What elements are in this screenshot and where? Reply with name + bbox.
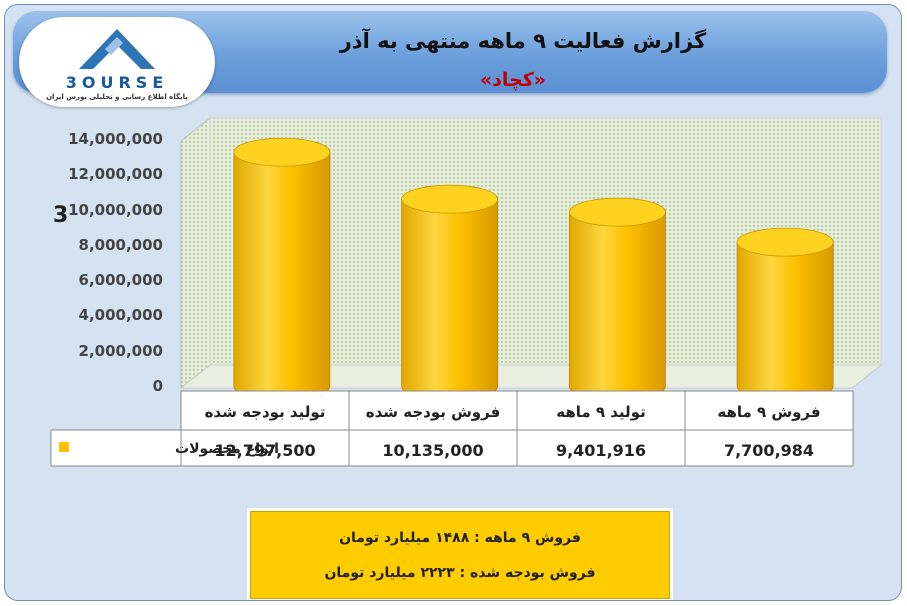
legend-label: انواع محصولات: [175, 441, 279, 457]
data-value-label: 9,401,916: [556, 441, 646, 460]
chart-frame: گزارش فعالیت ۹ ماهه منتهی به آذر «کچاد» …: [4, 4, 902, 601]
bar-top: [736, 227, 834, 257]
category-label: فروش ۹ ماهه: [717, 403, 820, 421]
summary-sales-9-month: فروش ۹ ماهه : ۱۴۸۸ میلیارد تومان: [339, 530, 581, 546]
logo-word: 3OURSE: [65, 73, 169, 92]
data-value-label: 10,135,000: [382, 441, 483, 460]
legend-swatch: [59, 442, 69, 452]
bar-cylinder: [568, 211, 666, 401]
logo-subtitle: پایگاه اطلاع رسانی و تحلیلی بورس ایران: [46, 93, 188, 101]
data-value-label: 7,700,984: [724, 441, 814, 460]
data-value-label: 12,797,500: [214, 441, 315, 460]
summary-sales-budget: فروش بودجه شده : ۲۲۲۳ میلیارد تومان: [324, 565, 596, 581]
category-label: فروش بودجه شده: [366, 403, 501, 421]
category-label: تولید بودجه شده: [205, 403, 326, 421]
company-name: «کچاد»: [479, 69, 547, 91]
bourse-logo-mark: [79, 29, 155, 69]
y-tick-label: 2,000,000: [78, 341, 163, 360]
side-wall: [180, 117, 211, 389]
y-tick-label: 0: [152, 377, 163, 395]
y-tick-label: 6,000,000: [78, 271, 163, 290]
y-tick-label: 8,000,000: [78, 235, 163, 254]
bar-top: [401, 184, 499, 214]
category-label: تولید ۹ ماهه: [556, 403, 645, 421]
summary-box: فروش ۹ ماهه : ۱۴۸۸ میلیارد تومان فروش بو…: [250, 511, 670, 599]
axis-side-glyph: 3: [53, 203, 69, 228]
y-tick-label: 12,000,000: [68, 165, 163, 184]
bar-top: [233, 137, 331, 167]
bar-chart: تولید بودجه شده 12,797,500 فروش بودجه شده 1…: [50, 117, 883, 467]
bar-cylinder: [401, 198, 499, 401]
bar-top: [568, 197, 666, 227]
y-tick-label: 14,000,000: [68, 130, 163, 148]
bar-cylinder: [233, 151, 331, 401]
bourse-logo: 3OURSE پایگاه اطلاع رسانی و تحلیلی بورس …: [19, 17, 215, 107]
bar-cylinder: [736, 241, 834, 401]
y-tick-label: 4,000,000: [78, 306, 163, 325]
legend-cell: [50, 429, 182, 467]
report-title: گزارش فعالیت ۹ ماهه منتهی به آذر: [339, 29, 707, 53]
y-tick-label: 10,000,000: [68, 200, 163, 219]
